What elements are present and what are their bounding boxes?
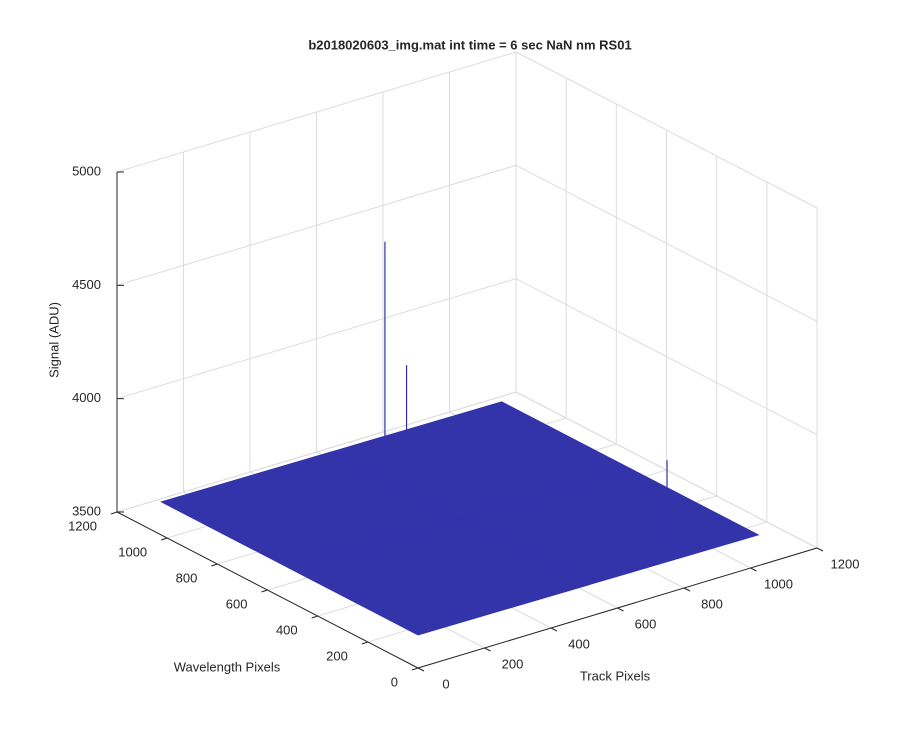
x-tick-label: 1000 xyxy=(764,576,793,591)
z-axis-label: Signal (ADU) xyxy=(46,302,61,378)
y-tick-label: 600 xyxy=(226,596,248,611)
grid-line xyxy=(116,164,517,286)
x-axis-label: Track Pixels xyxy=(580,668,651,683)
y-tick-label: 1000 xyxy=(118,544,147,559)
z-tick-label: 4000 xyxy=(72,390,101,405)
chart-title: b2018020603_img.mat int time = 6 sec NaN… xyxy=(308,37,631,52)
x-tick xyxy=(750,567,757,572)
z-tick-label: 4500 xyxy=(72,277,101,292)
y-tick-label: 800 xyxy=(176,570,198,585)
y-tick xyxy=(411,667,419,671)
x-tick-label: 600 xyxy=(635,616,657,631)
y-tick-label: 200 xyxy=(326,648,348,663)
y-tick xyxy=(361,641,368,645)
grid-line xyxy=(515,278,818,436)
grid-line xyxy=(116,391,517,513)
x-tick xyxy=(550,627,558,632)
y-tick xyxy=(311,615,318,619)
y-axis-label: Wavelength Pixels xyxy=(174,659,281,674)
grid-line xyxy=(116,278,517,400)
surface-patch xyxy=(288,517,590,636)
x-tick-label: 800 xyxy=(701,596,723,611)
z-tick-label: 3500 xyxy=(72,503,101,518)
x-tick xyxy=(417,667,425,672)
x-tick xyxy=(484,647,491,652)
x-tick xyxy=(617,607,624,612)
x-tick-label: 0 xyxy=(442,676,449,691)
y-tick-label: 400 xyxy=(276,622,298,637)
y-tick-label: 0 xyxy=(391,674,398,689)
x-tick-label: 400 xyxy=(568,636,590,651)
y-tick-label: 1200 xyxy=(68,518,97,533)
x-tick-label: 1200 xyxy=(831,556,860,571)
grid-line xyxy=(116,51,517,173)
x-tick xyxy=(683,587,691,592)
z-tick-label: 5000 xyxy=(72,163,101,178)
y-tick xyxy=(211,563,218,567)
grid-line xyxy=(515,164,818,322)
x-tick xyxy=(816,547,824,552)
y-tick xyxy=(261,589,268,593)
y-tick xyxy=(110,511,118,515)
grid-line xyxy=(515,51,818,209)
y-tick xyxy=(161,537,168,541)
x-tick-label: 200 xyxy=(502,656,524,671)
